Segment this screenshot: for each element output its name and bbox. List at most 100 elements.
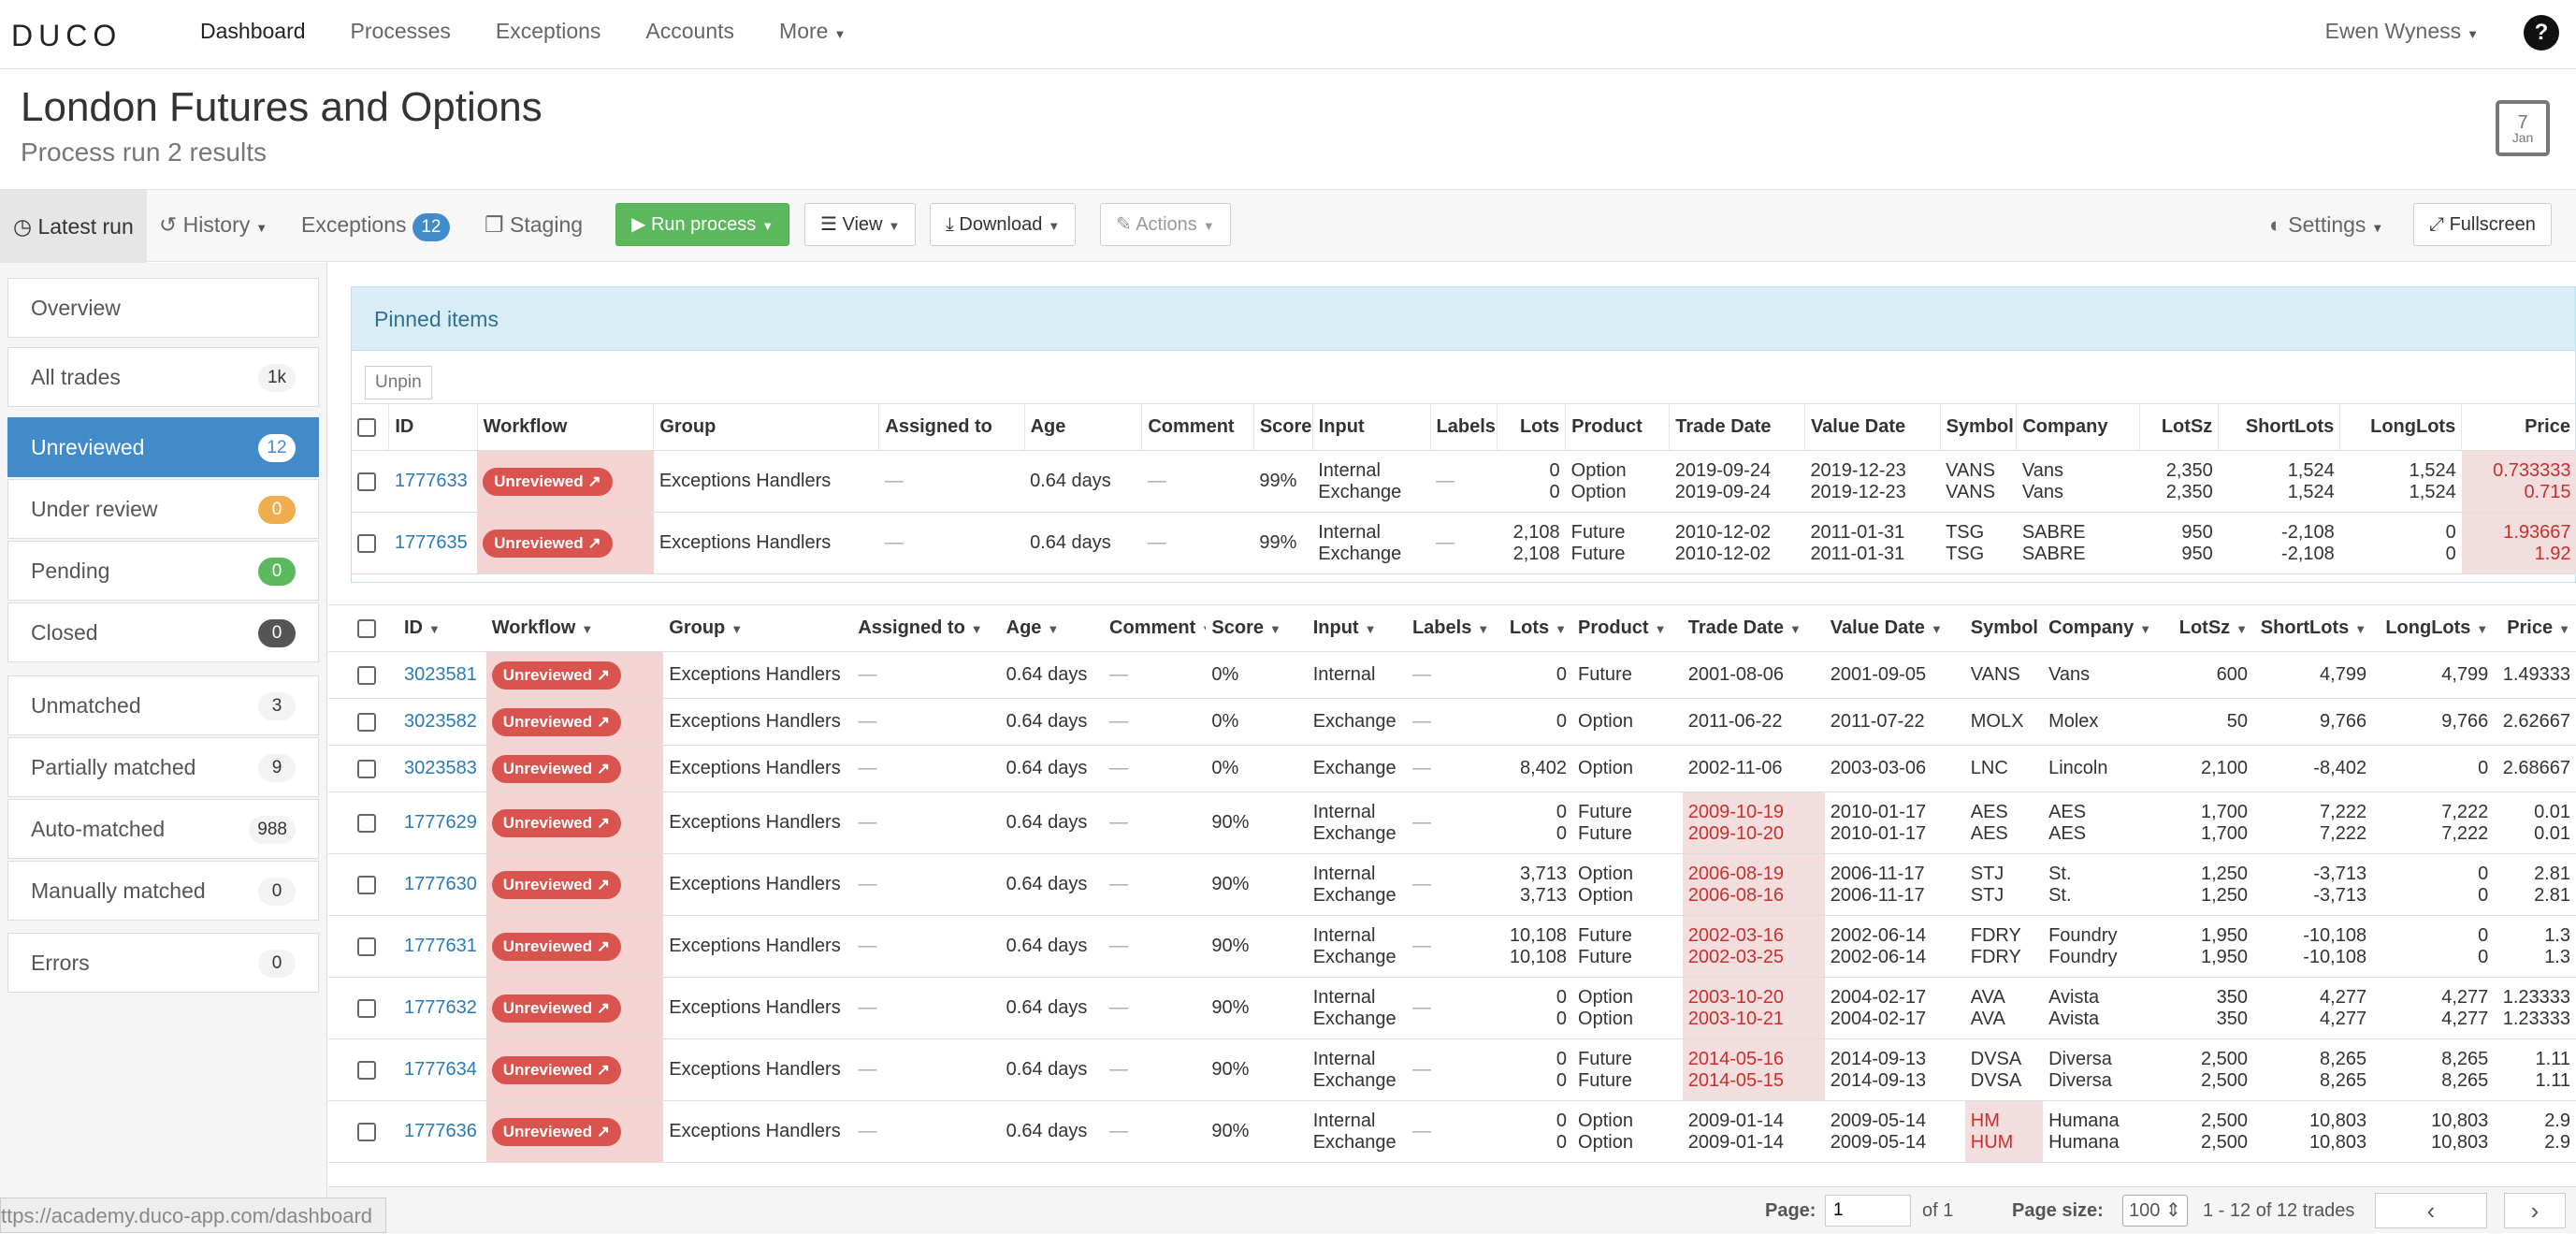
page-input[interactable] (1825, 1195, 1911, 1227)
row-checkbox[interactable] (356, 875, 376, 894)
tab-history[interactable]: ↺ History ▼ (159, 203, 268, 246)
calendar-icon[interactable]: 7 Jan (2496, 100, 2550, 156)
column-header-age[interactable]: Age ▼ (1000, 604, 1105, 652)
row-checkbox[interactable] (356, 936, 376, 956)
column-header-score[interactable]: Score (1253, 403, 1313, 451)
trade-id-link[interactable]: 3023581 (403, 664, 477, 685)
column-header-company[interactable]: Company (2016, 403, 2141, 451)
nav-exceptions[interactable]: Exceptions (495, 19, 601, 43)
nav-processes[interactable]: Processes (350, 19, 451, 43)
column-header-price[interactable]: Price (2461, 403, 2576, 451)
table-row[interactable]: 3023582 Unreviewed ↗ Exceptions Handlers —0… (328, 698, 2576, 746)
nav-more[interactable]: More ▼ (779, 19, 846, 44)
trade-id-link[interactable]: 1777631 (403, 936, 477, 956)
column-header-lots[interactable]: Lots ▼ (1498, 604, 1573, 652)
column-header-value-date[interactable]: Value Date (1804, 403, 1941, 451)
row-checkbox[interactable] (356, 665, 376, 685)
table-row[interactable]: 3023581 Unreviewed ↗ Exceptions Handlers —0… (328, 651, 2576, 699)
table-row[interactable]: 1777633 Unreviewed ↗ Exceptions Handlers —0… (352, 450, 2576, 513)
column-header-price[interactable]: Price ▼ (2494, 604, 2576, 652)
workflow-status-badge[interactable]: Unreviewed ↗ (491, 870, 622, 899)
column-header-assigned-to[interactable]: Assigned to ▼ (852, 604, 1001, 652)
table-row[interactable]: 1777634 Unreviewed ↗ Exceptions Handlers —0… (328, 1038, 2576, 1101)
sidebar-item-manually-matched[interactable]: Manually matched 0 (7, 861, 319, 921)
duco-logo[interactable]: DUCO (11, 19, 123, 52)
trade-id-link[interactable]: 1777635 (394, 532, 468, 553)
tab-exceptions[interactable]: Exceptions 12 (301, 203, 450, 246)
column-header-lotsz[interactable]: LotSz (2139, 403, 2220, 451)
nav-dashboard[interactable]: Dashboard (200, 19, 306, 43)
column-header-group[interactable]: Group (653, 403, 880, 451)
column-header-input[interactable]: Input ▼ (1307, 604, 1407, 652)
fullscreen-button[interactable]: ⤢ Fullscreen (2413, 203, 2552, 246)
unpin-button[interactable]: Unpin (365, 366, 432, 399)
sidebar-item-closed[interactable]: Closed 0 (7, 602, 319, 662)
column-header-trade-date[interactable]: Trade Date (1669, 403, 1805, 451)
column-header-longlots[interactable]: LongLots (2339, 403, 2463, 451)
workflow-status-badge[interactable]: Unreviewed ↗ (491, 754, 622, 783)
workflow-status-badge[interactable]: Unreviewed ↗ (491, 932, 622, 961)
column-header-id[interactable]: ID ▼ (398, 604, 486, 652)
table-row[interactable]: 1777636 Unreviewed ↗ Exceptions Handlers —0… (328, 1100, 2576, 1163)
help-icon[interactable]: ? (2524, 15, 2559, 51)
workflow-status-badge[interactable]: Unreviewed ↗ (483, 529, 613, 558)
trade-id-link[interactable]: 1777632 (403, 997, 477, 1018)
workflow-status-badge[interactable]: Unreviewed ↗ (491, 661, 622, 690)
sidebar-item-unreviewed[interactable]: Unreviewed 12 (7, 417, 319, 477)
workflow-status-badge[interactable]: Unreviewed ↗ (491, 994, 622, 1023)
settings-toggle[interactable]: ◐ Settings ▼ (2269, 203, 2383, 246)
column-header-comment[interactable]: Comment ▼ (1104, 604, 1207, 652)
sidebar-item-partially-matched[interactable]: Partially matched 9 (7, 737, 319, 797)
row-checkbox[interactable] (357, 533, 376, 553)
column-header-longlots[interactable]: LongLots ▼ (2372, 604, 2495, 652)
view-button[interactable]: ☰ View ▼ (804, 203, 917, 246)
nav-accounts[interactable]: Accounts (645, 19, 735, 43)
trade-id-link[interactable]: 3023582 (403, 711, 477, 732)
prev-page-button[interactable]: ‹ (2375, 1193, 2487, 1228)
workflow-status-badge[interactable]: Unreviewed ↗ (483, 467, 613, 496)
row-checkbox[interactable] (356, 759, 376, 778)
row-checkbox[interactable] (356, 998, 376, 1018)
column-header-company[interactable]: Company ▼ (2043, 604, 2174, 652)
row-checkbox[interactable] (356, 1122, 376, 1141)
row-checkbox[interactable] (356, 712, 376, 732)
table-row[interactable]: 1777635 Unreviewed ↗ Exceptions Handlers —0… (352, 512, 2576, 574)
sidebar-item-pending[interactable]: Pending 0 (7, 541, 319, 601)
trade-id-link[interactable]: 1777634 (403, 1059, 477, 1080)
sidebar-item-under-review[interactable]: Under review 0 (7, 479, 319, 539)
column-header-workflow[interactable]: Workflow (477, 403, 655, 451)
table-row[interactable]: 1777631 Unreviewed ↗ Exceptions Handlers —0… (328, 915, 2576, 978)
row-checkbox[interactable] (357, 472, 376, 491)
sidebar-item-auto-matched[interactable]: Auto-matched 988 (7, 799, 319, 859)
tab-latest-run[interactable]: ◷ Latest run (0, 190, 147, 263)
column-header-symbol[interactable]: Symbol (1940, 403, 2018, 451)
column-header-trade-date[interactable]: Trade Date ▼ (1682, 604, 1825, 652)
column-header-shortlots[interactable]: ShortLots ▼ (2253, 604, 2373, 652)
table-row[interactable]: 1777629 Unreviewed ↗ Exceptions Handlers —0… (328, 791, 2576, 854)
column-header-input[interactable]: Input (1312, 403, 1431, 451)
table-row[interactable]: 1777632 Unreviewed ↗ Exceptions Handlers —0… (328, 977, 2576, 1039)
table-row[interactable]: 1777630 Unreviewed ↗ Exceptions Handlers —0… (328, 853, 2576, 916)
column-header-labels[interactable]: Labels (1430, 403, 1498, 451)
download-button[interactable]: ⤓ Download ▼ (930, 203, 1077, 246)
row-checkbox[interactable] (356, 1060, 376, 1080)
column-header-lotsz[interactable]: LotSz ▼ (2173, 604, 2254, 652)
column-header-lots[interactable]: Lots (1497, 403, 1567, 451)
table-row[interactable]: 3023583 Unreviewed ↗ Exceptions Handlers —0… (328, 745, 2576, 792)
workflow-status-badge[interactable]: Unreviewed ↗ (491, 808, 622, 837)
actions-button[interactable]: ✎ Actions ▼ (1100, 203, 1231, 246)
trade-id-link[interactable]: 1777633 (394, 471, 468, 491)
column-header-age[interactable]: Age (1024, 403, 1143, 451)
tab-staging[interactable]: ❐ Staging (485, 203, 583, 246)
workflow-status-badge[interactable]: Unreviewed ↗ (491, 707, 622, 736)
column-header-product[interactable]: Product (1565, 403, 1671, 451)
workflow-status-badge[interactable]: Unreviewed ↗ (491, 1117, 622, 1146)
sidebar-item-unmatched[interactable]: Unmatched 3 (7, 675, 319, 735)
select-all-checkbox[interactable] (356, 618, 376, 638)
column-header-labels[interactable]: Labels ▼ (1406, 604, 1499, 652)
row-checkbox[interactable] (356, 813, 376, 833)
user-menu[interactable]: Ewen Wyness ▼ (2325, 19, 2479, 44)
sidebar-item-all-trades[interactable]: All trades 1k (7, 347, 319, 407)
column-header-value-date[interactable]: Value Date ▼ (1824, 604, 1965, 652)
sidebar-item-overview[interactable]: Overview (7, 278, 319, 338)
